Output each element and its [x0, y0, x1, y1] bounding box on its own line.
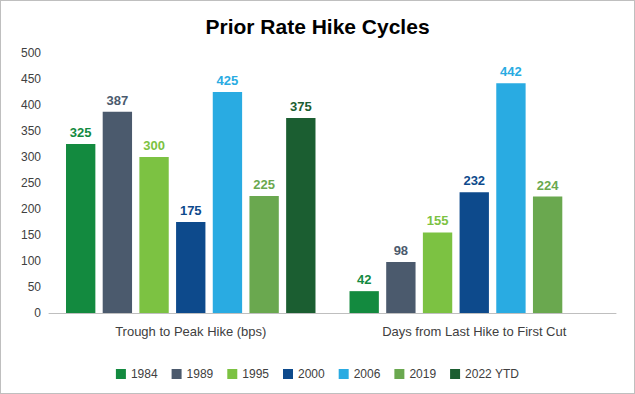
svg-text:1995: 1995	[242, 367, 269, 381]
svg-text:98: 98	[394, 243, 408, 258]
svg-text:1984: 1984	[131, 367, 158, 381]
svg-text:1989: 1989	[187, 367, 214, 381]
svg-text:175: 175	[180, 203, 202, 218]
svg-text:442: 442	[500, 64, 522, 79]
svg-text:50: 50	[28, 280, 42, 294]
svg-text:375: 375	[290, 99, 312, 114]
svg-text:450: 450	[21, 72, 41, 86]
svg-text:300: 300	[143, 138, 165, 153]
svg-text:500: 500	[21, 46, 41, 60]
svg-text:150: 150	[21, 228, 41, 242]
svg-text:425: 425	[217, 73, 239, 88]
svg-text:Prior Rate Hike Cycles: Prior Rate Hike Cycles	[205, 15, 429, 38]
svg-text:2000: 2000	[298, 367, 325, 381]
svg-text:400: 400	[21, 98, 41, 112]
svg-text:200: 200	[21, 202, 41, 216]
svg-text:225: 225	[253, 177, 275, 192]
svg-text:42: 42	[357, 272, 371, 287]
svg-text:350: 350	[21, 124, 41, 138]
svg-text:224: 224	[537, 178, 559, 193]
svg-text:155: 155	[427, 213, 449, 228]
svg-text:0: 0	[34, 306, 41, 320]
svg-text:2022 YTD: 2022 YTD	[465, 367, 519, 381]
svg-text:Trough to Peak Hike (bps): Trough to Peak Hike (bps)	[115, 324, 266, 339]
svg-text:300: 300	[21, 150, 41, 164]
svg-text:100: 100	[21, 254, 41, 268]
svg-text:Days from Last Hike to First C: Days from Last Hike to First Cut	[382, 324, 567, 339]
svg-text:232: 232	[463, 173, 485, 188]
svg-text:387: 387	[107, 93, 129, 108]
svg-text:250: 250	[21, 176, 41, 190]
svg-text:2019: 2019	[409, 367, 436, 381]
svg-text:2006: 2006	[354, 367, 381, 381]
svg-text:325: 325	[70, 125, 92, 140]
